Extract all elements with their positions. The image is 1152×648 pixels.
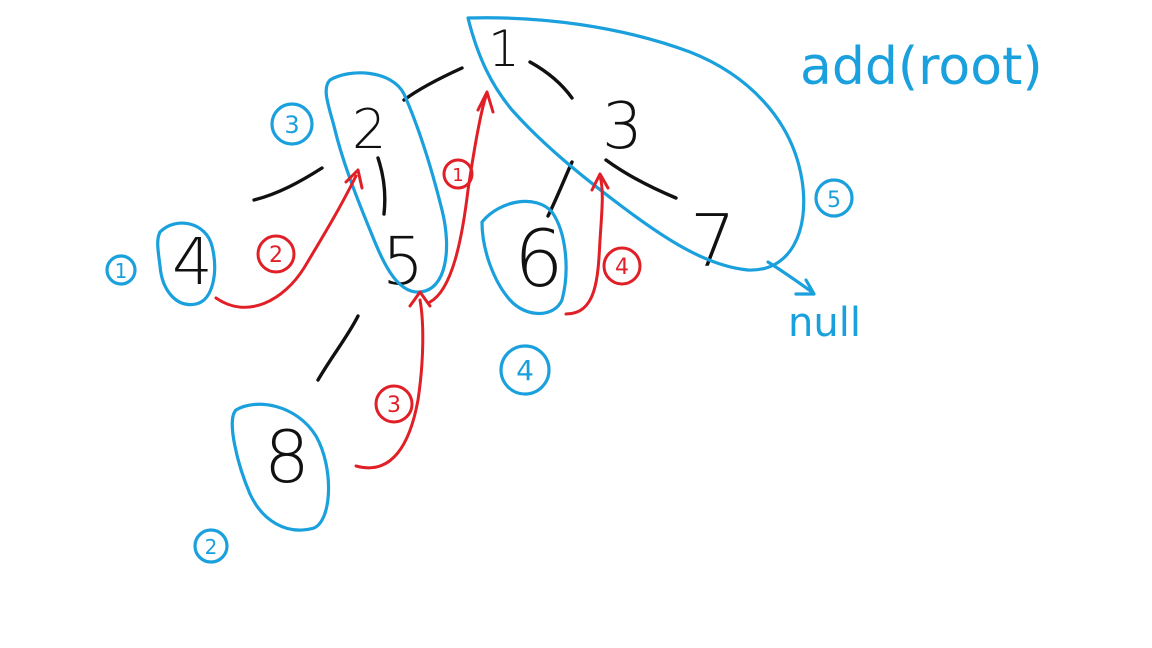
group-badge-4 [499, 344, 551, 396]
group-label-4: 4 [499, 344, 551, 396]
edge-3-7 [604, 158, 678, 200]
arrow-number-2: 2 [269, 243, 283, 268]
traversal-arrows [214, 90, 610, 470]
node-8: 8 [264, 415, 310, 499]
group-outline-4 [480, 199, 568, 315]
arrow-1-path [428, 94, 488, 304]
group-number-5: 5 [827, 188, 841, 213]
arrow-number-3: 3 [387, 393, 401, 418]
group-outline-2 [230, 402, 331, 532]
arrow-labels: 1 2 3 4 [256, 158, 642, 424]
tree-nodes: 1 2 3 4 5 6 7 8 [172, 20, 736, 499]
group-number-3: 3 [284, 111, 299, 139]
arrow-label-4: 4 [602, 246, 642, 286]
edge-2-4 [252, 166, 324, 202]
group-badge-5 [814, 178, 854, 218]
group-label-1: 1 [105, 254, 137, 286]
diagram-title: add(root) [800, 37, 1043, 97]
arrow-3-head-icon [408, 290, 432, 308]
arrow-label-2: 2 [256, 234, 296, 274]
arrow-number-4: 4 [615, 255, 629, 280]
group-outline-1 [156, 221, 217, 307]
arrow-3-path [354, 298, 425, 470]
edge-5-8 [316, 314, 360, 382]
node-1: 1 [488, 20, 520, 78]
group-labels: 1 2 3 4 5 [105, 102, 854, 564]
null-arrowhead-icon [794, 278, 816, 296]
group-label-2: 2 [193, 528, 229, 564]
null-arrow [766, 260, 814, 294]
edge-1-3 [528, 60, 574, 100]
node-2: 2 [352, 98, 386, 161]
group-number-1: 1 [115, 259, 128, 283]
edge-3-6 [546, 160, 574, 218]
group-outlines [156, 16, 806, 532]
arrow-badge-4 [602, 246, 642, 286]
group-number-2: 2 [205, 535, 218, 559]
group-label-3: 3 [270, 102, 314, 146]
node-4: 4 [172, 226, 213, 300]
group-label-5: 5 [814, 178, 854, 218]
arrow-4-path [564, 174, 604, 316]
node-3: 3 [602, 90, 643, 164]
null-pointer: null [766, 260, 861, 346]
group-badge-1 [105, 254, 137, 286]
group-badge-3 [270, 102, 314, 146]
arrow-2-head-icon [344, 168, 364, 190]
arrow-badge-3 [374, 384, 414, 424]
arrow-label-1: 1 [442, 158, 474, 190]
node-6: 6 [514, 215, 564, 305]
group-outline-3 [324, 71, 449, 294]
edge-2-5 [376, 156, 387, 216]
group-badge-2 [193, 528, 229, 564]
arrow-badge-1 [442, 158, 474, 190]
arrow-number-1: 1 [452, 165, 463, 186]
arrow-1-head-icon [476, 90, 495, 114]
arrow-4-head-icon [590, 172, 610, 192]
group-number-4: 4 [516, 354, 534, 387]
arrow-label-3: 3 [374, 384, 414, 424]
group-outline-5 [466, 16, 806, 272]
node-7: 7 [690, 199, 736, 283]
arrow-badge-2 [256, 234, 296, 274]
arrow-2-path [214, 174, 358, 309]
edge-1-2 [402, 66, 464, 102]
null-label: null [788, 300, 861, 346]
